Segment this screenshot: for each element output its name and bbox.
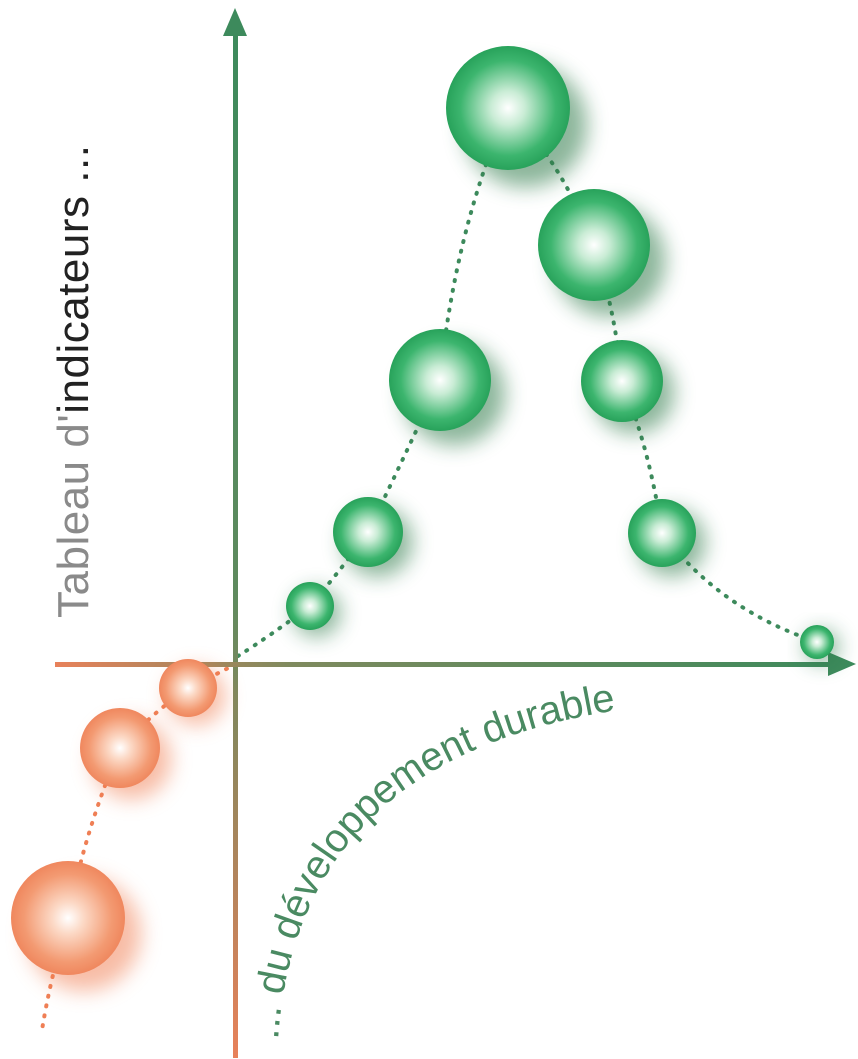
arrow-up-icon — [223, 8, 247, 36]
vertical-title-part2: indicateurs ... — [49, 145, 98, 414]
green-bubble — [389, 329, 491, 431]
curved-title-text: ... du développement durable — [243, 676, 618, 1041]
orange-bubble — [80, 708, 160, 788]
curved-title: ... du développement durable — [243, 676, 618, 1041]
bubble-shadows — [26, 63, 839, 991]
vertical-title-part1: Tableau d' — [49, 414, 98, 618]
green-bubble — [538, 189, 650, 301]
green-dotted-curve — [236, 106, 819, 658]
green-bubble — [628, 499, 696, 567]
green-bubble — [800, 625, 834, 659]
bubbles — [11, 46, 834, 975]
green-bubble — [286, 582, 334, 630]
green-bubble — [446, 46, 570, 170]
arrow-right-icon — [828, 652, 856, 676]
orange-bubble — [159, 659, 217, 717]
vertical-axis — [223, 8, 247, 1058]
green-bubble — [333, 497, 403, 567]
green-bubble — [581, 340, 663, 422]
orange-bubble — [11, 861, 125, 975]
vertical-title: Tableau d'indicateurs ... — [49, 145, 98, 618]
horizontal-axis — [55, 652, 856, 676]
